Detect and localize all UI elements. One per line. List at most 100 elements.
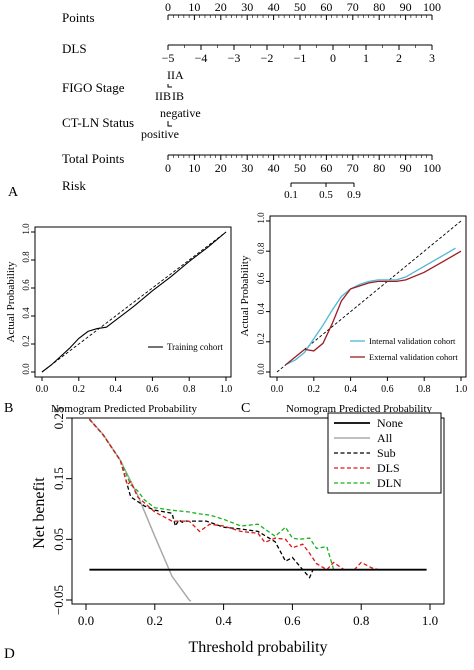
x-tick-label: 0.8 bbox=[418, 384, 431, 395]
axis-tick-label: −1 bbox=[294, 51, 307, 65]
plot-frame bbox=[269, 215, 467, 378]
axis-tick-label: 0 bbox=[165, 0, 171, 14]
y-tick-label: 0.0 bbox=[21, 363, 31, 375]
axes: 0.0 0.2 0.4 0.6 0.8 1.0 0.0 0.2 0.4 0.6 0.8 1.0 bbox=[21, 223, 232, 395]
x-axis-label: Threshold probability bbox=[188, 639, 327, 656]
legend-label-sub: Sub bbox=[377, 446, 396, 460]
plot-frame bbox=[34, 226, 232, 378]
axis-tick-label: 20 bbox=[215, 161, 227, 175]
axis-tick-label: 10 bbox=[188, 161, 200, 175]
x-tick-label: 0.6 bbox=[146, 384, 159, 395]
y-tick-label: 0.4 bbox=[256, 302, 266, 314]
x-tick-label: 0.2 bbox=[73, 384, 86, 395]
y-tick-label: 0.8 bbox=[256, 242, 266, 254]
axis-tick-label: 90 bbox=[400, 161, 412, 175]
y-tick-label: 0.4 bbox=[21, 307, 31, 319]
y-tick-label: 0.15 bbox=[51, 467, 66, 490]
axis-tick-label: 3 bbox=[429, 51, 435, 65]
axis-tick-label: 70 bbox=[347, 161, 359, 175]
legend-label-internal-validation: Internal validation cohort bbox=[369, 336, 456, 346]
y-axis-label: Actual Probability bbox=[239, 255, 251, 336]
calibration-training-panel: 0.0 0.2 0.4 0.6 0.8 1.0 0.0 0.2 0.4 0.6 0.8 1.0 Tra… bbox=[4, 223, 232, 416]
y-tick-label: 0.2 bbox=[256, 333, 266, 344]
y-tick-label: 0.25 bbox=[51, 407, 66, 430]
legend-label-none: None bbox=[377, 416, 403, 430]
axis-tick-label: 30 bbox=[241, 161, 253, 175]
nomogram-row-label-dls: DLS bbox=[62, 41, 87, 56]
x-tick-label: 1.0 bbox=[220, 384, 233, 395]
nomogram-row-label-points: Points bbox=[62, 10, 95, 25]
axis-tick-label: 40 bbox=[268, 161, 280, 175]
y-tick-label: 1.0 bbox=[256, 212, 266, 224]
y-tick-label: 0.6 bbox=[256, 272, 266, 284]
axis-tick-label: −4 bbox=[195, 51, 208, 65]
x-axis-label: Nomogram Predicted Probability bbox=[286, 403, 433, 415]
x-tick-label: 0.2 bbox=[147, 613, 163, 628]
calibration-validation-panel: 0.0 0.2 0.4 0.6 0.8 1.0 0.0 0.2 0.4 0.6 0.8 1.0 Int… bbox=[239, 212, 467, 416]
x-tick-label: 0.4 bbox=[215, 613, 232, 628]
dca-curves bbox=[88, 418, 427, 602]
ctln-category-positive: positive bbox=[141, 127, 179, 141]
panel-label-c: C bbox=[241, 401, 250, 416]
x-tick-label: 0.4 bbox=[344, 384, 357, 395]
x-tick-label: 1.0 bbox=[422, 613, 438, 628]
nomogram-row-label-ctln: CT-LN Status bbox=[62, 115, 134, 130]
panel-label-a: A bbox=[8, 185, 19, 200]
decision-curve-panel: 0.0 0.2 0.4 0.6 0.8 1.0 −0.05 0.05 0.15 0.25 None… bbox=[4, 407, 445, 662]
risk-tick-label: 0.1 bbox=[284, 189, 298, 201]
panel-label-b: B bbox=[4, 401, 13, 416]
y-axis-label: Net benefit bbox=[31, 477, 48, 549]
axis-tick-label: 0 bbox=[330, 51, 336, 65]
risk-tick-label: 0.9 bbox=[347, 189, 361, 201]
axes: 0.0 0.2 0.4 0.6 0.8 1.0 0.0 0.2 0.4 0.6 0.8 1.0 bbox=[256, 212, 467, 395]
ctln-axis bbox=[167, 121, 172, 127]
y-tick-label: 0.8 bbox=[21, 251, 31, 263]
legend-label-dls: DLS bbox=[377, 461, 400, 475]
x-tick-label: 0.8 bbox=[183, 384, 196, 395]
ctln-category-negative: negative bbox=[160, 106, 201, 120]
nomogram-panel: Points DLS FIGO Stage CT-LN Status Total… bbox=[8, 0, 441, 201]
figo-category-iib: IIB bbox=[155, 89, 171, 103]
figo-category-ib: IB bbox=[172, 89, 184, 103]
legend-label-external-validation: External validation cohort bbox=[369, 352, 458, 362]
x-tick-label: 0.6 bbox=[284, 613, 301, 628]
axis-tick-label: 0 bbox=[165, 161, 171, 175]
x-tick-label: 0.0 bbox=[78, 613, 94, 628]
nomogram-row-label-figo: FIGO Stage bbox=[62, 80, 125, 95]
axis-tick-label: 60 bbox=[320, 0, 332, 14]
nomogram-row-label-risk: Risk bbox=[62, 178, 86, 193]
axis-tick-label: 10 bbox=[188, 0, 200, 14]
y-tick-label: 0.05 bbox=[51, 528, 66, 551]
axes: 0.0 0.2 0.4 0.6 0.8 1.0 −0.05 0.05 0.15 0.25 bbox=[51, 407, 438, 628]
axis-tick-label: 100 bbox=[423, 161, 441, 175]
series-line-all bbox=[88, 418, 192, 602]
y-tick-label: −0.05 bbox=[51, 585, 66, 615]
series-line-training-cohort bbox=[41, 231, 227, 373]
axis-tick-label: 20 bbox=[215, 0, 227, 14]
x-tick-label: 0.8 bbox=[353, 613, 369, 628]
x-tick-label: 0.0 bbox=[36, 384, 49, 395]
figo-category-iia: IIA bbox=[167, 68, 184, 82]
ideal-reference-line bbox=[41, 231, 227, 373]
axis-tick-label: 80 bbox=[373, 0, 385, 14]
x-tick-label: 0.2 bbox=[308, 384, 321, 395]
legend-label-training-cohort: Training cohort bbox=[167, 342, 223, 352]
axis-tick-label: 60 bbox=[320, 161, 332, 175]
x-tick-label: 0.4 bbox=[109, 384, 122, 395]
axis-tick-label: 80 bbox=[373, 161, 385, 175]
axis-tick-label: 100 bbox=[423, 0, 441, 14]
y-tick-label: 0.2 bbox=[21, 335, 31, 346]
total-points-axis-ticks: 0 10 20 30 40 50 60 70 80 90 100 bbox=[165, 155, 441, 175]
y-tick-label: 1.0 bbox=[21, 223, 31, 235]
y-axis-label: Actual Probability bbox=[5, 261, 17, 342]
axis-tick-label: −5 bbox=[162, 51, 175, 65]
series-line-internal-validation bbox=[285, 247, 456, 365]
x-axis-label: Nomogram Predicted Probability bbox=[51, 403, 198, 415]
legend-label-all: All bbox=[377, 431, 393, 445]
figo-axis bbox=[167, 84, 172, 88]
points-axis-ticks: 0 10 20 30 40 50 60 70 80 90 100 bbox=[165, 0, 441, 20]
axis-tick-label: 70 bbox=[347, 0, 359, 14]
y-tick-label: 0.6 bbox=[21, 279, 31, 291]
axis-tick-label: 90 bbox=[400, 0, 412, 14]
